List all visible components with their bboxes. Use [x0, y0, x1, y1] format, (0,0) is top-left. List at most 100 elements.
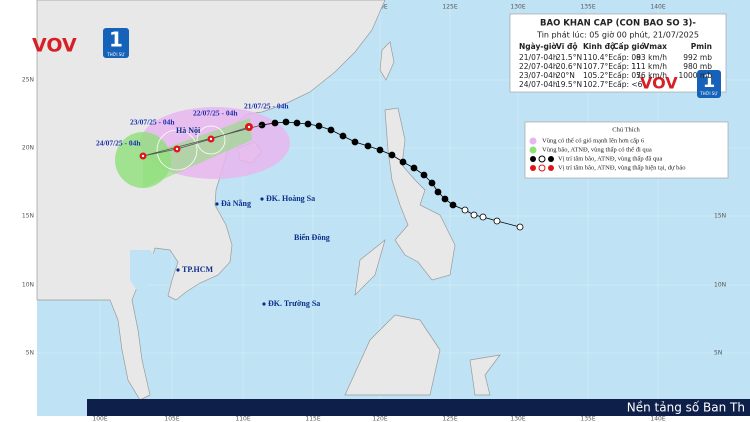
- legend-item: Vị trí tâm bão, ATNĐ, vùng thấp hiện tại…: [558, 164, 686, 171]
- table-cell: 23/07-04h: [519, 71, 558, 80]
- banner-text: Nền tảng số Ban Th: [627, 401, 745, 415]
- logo-subtitle: THỜI SỰ: [106, 52, 125, 57]
- legend-item: Vùng bão, ATNĐ, vùng thấp có thể đi qua: [542, 146, 652, 153]
- legend-swatch: [530, 156, 536, 162]
- forecast-circle: [196, 125, 226, 155]
- past-position: [420, 171, 428, 179]
- legend-swatch: [548, 165, 554, 171]
- past-position: [282, 118, 290, 126]
- table-cell: 111 km/h: [631, 62, 667, 71]
- table-cell: 21/07-04h: [519, 53, 558, 62]
- past-position: [339, 132, 347, 140]
- table-cell: 107.7°E: [583, 62, 613, 71]
- table-cell: 20°N: [556, 71, 575, 80]
- past-position: [376, 146, 384, 154]
- lon-label: 140E: [650, 416, 665, 422]
- table-cell: 20.6°N: [556, 62, 582, 71]
- legend-swatch: [538, 164, 546, 172]
- forecast-cone: [143, 118, 252, 188]
- table-cell: cấp: 11: [613, 62, 641, 71]
- forecast-eye: [247, 125, 251, 129]
- logo-channel: 1: [109, 28, 123, 52]
- legend-item: Vùng có thể có gió mạnh lên hơn cấp 6: [542, 137, 645, 144]
- table-cell: 56 km/h: [636, 71, 667, 80]
- news-banner: [87, 399, 750, 416]
- lon-label: 120E: [372, 416, 387, 422]
- bulletin-title: BAO KHAN CAP (CON BAO SO 3)-: [540, 19, 696, 29]
- logo-brand: VOV: [640, 74, 678, 93]
- lat-label: 5N: [26, 350, 34, 357]
- info-panel: [509, 13, 727, 93]
- track-label: 21/07/25 - 04h: [244, 102, 289, 111]
- lon-label: 100E: [92, 416, 107, 422]
- table-cell: 105.2°E: [583, 71, 613, 80]
- gulf-of-thailand: [130, 250, 160, 295]
- table-header: Pmin: [691, 42, 712, 51]
- legend-symbols: [529, 137, 554, 172]
- legend-swatch: [538, 155, 546, 163]
- table-cell: 110.4°E: [583, 53, 613, 62]
- legend-title: Chú Thích: [612, 126, 640, 133]
- table-cell: cấp: <6: [613, 80, 643, 89]
- legend-swatch: [529, 146, 537, 154]
- logo-brand: VOV: [32, 35, 77, 57]
- lon-label: 110E: [235, 416, 250, 422]
- table-cell: 102.7°E: [583, 80, 613, 89]
- table-cell: cấp: 07: [613, 71, 641, 80]
- track-label: 23/07/25 - 04h: [130, 118, 175, 127]
- lon-label: 115E: [305, 416, 320, 422]
- land-borneo: [344, 314, 441, 396]
- place-dot: [260, 197, 264, 201]
- place-label: Đà Nẵng: [221, 199, 251, 208]
- legend-item: Vị trí tâm bão, ATNĐ, vùng thấp đã qua: [558, 155, 662, 162]
- lat-label: 10N: [714, 282, 726, 289]
- past-position-open: [461, 206, 469, 214]
- past-position: [434, 188, 442, 196]
- table-cell: 83 km/h: [636, 53, 667, 62]
- legend-panel: [524, 121, 729, 179]
- lon-label: 140E: [650, 4, 665, 11]
- lat-label: 25N: [22, 77, 34, 84]
- forecast-circle: [156, 129, 198, 171]
- lon-label: 130E: [510, 4, 525, 11]
- map-labels: 21/07/25 - 04h 22/07/25 - 04h 23/07/25 - 0…: [96, 102, 330, 308]
- logo-badge: [103, 28, 129, 58]
- land-taiwan: [379, 41, 395, 81]
- table-header: Cấp gió: [613, 42, 645, 51]
- past-position: [441, 195, 449, 203]
- table-cell: 992 mb: [683, 53, 712, 62]
- land-mainland: [36, 0, 386, 401]
- storm-track: [139, 118, 524, 231]
- place-label: Hà Nội: [176, 126, 201, 135]
- place-dot: [262, 302, 266, 306]
- past-position: [399, 158, 407, 166]
- past-position: [293, 119, 301, 127]
- lat-label: 15N: [714, 213, 726, 220]
- past-position-open: [516, 223, 524, 231]
- table-header: Ngày-giờ: [519, 42, 557, 51]
- table-cell: 980 mb: [683, 62, 712, 71]
- info-box: [509, 13, 727, 93]
- lon-label: 125E: [442, 416, 457, 422]
- legend-swatch: [529, 137, 537, 145]
- lat-label: 15N: [22, 213, 34, 220]
- table-cell: 22/07-04h: [519, 62, 558, 71]
- place-dot: [215, 202, 219, 206]
- past-position-open: [479, 213, 487, 221]
- legend-swatch: [548, 156, 554, 162]
- past-position: [327, 126, 335, 134]
- forecast-eye: [209, 137, 213, 141]
- past-position: [410, 164, 418, 172]
- logo-right: VOV 1 THỜI SỰ: [640, 70, 721, 98]
- past-position: [388, 151, 396, 159]
- place-label: ĐK. Trường Sa: [268, 299, 320, 308]
- forecast-eye: [175, 147, 179, 151]
- table-cell: 24/07-04h: [519, 80, 558, 89]
- lon-label: 105E: [164, 416, 179, 422]
- past-position-open: [493, 217, 501, 225]
- past-position: [428, 179, 436, 187]
- forecast-eye: [141, 154, 145, 158]
- lat-label: 10N: [22, 282, 34, 289]
